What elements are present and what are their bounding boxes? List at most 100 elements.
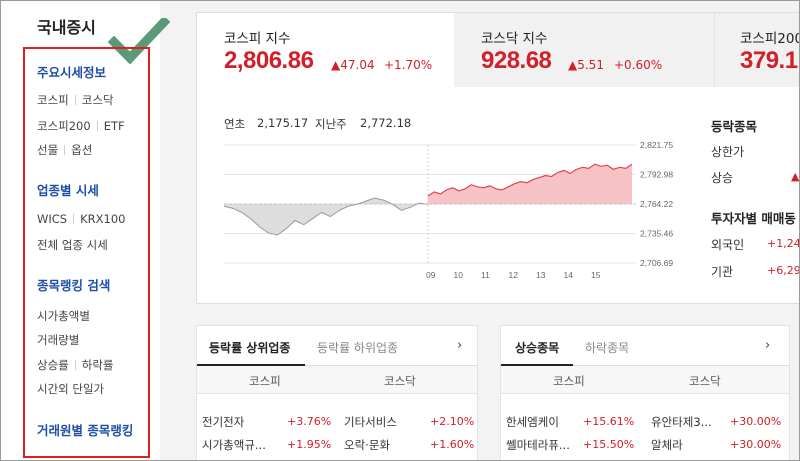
y-tick-label: 2,764.22: [640, 199, 673, 209]
sidebar-row: 상승률 하락률: [37, 357, 114, 373]
sidebar-link-volume[interactable]: 거래량별: [37, 333, 80, 347]
sidebar-link-wics[interactable]: WICS: [37, 212, 68, 226]
investor-value: +1,244: [767, 237, 800, 250]
sidebar-group-sector[interactable]: 업종별 시세: [37, 183, 99, 198]
index-value: 2,806.86: [224, 47, 314, 74]
table-header: 코스피 코스닥: [501, 366, 789, 394]
x-tick-label: 11: [481, 270, 490, 280]
pre-open-area: [224, 198, 428, 235]
sidebar-row: 코스피200 ETF: [37, 118, 125, 134]
cell-pct: +30.00%: [730, 415, 782, 428]
x-tick-label: 09: [426, 270, 436, 280]
cell-pct: +2.10%: [430, 415, 475, 428]
index-value: 379.1: [740, 47, 798, 74]
advance-decline-title: 등락종목: [711, 119, 758, 134]
x-tick-label: 10: [454, 270, 464, 280]
tab-falling-stocks[interactable]: 하락종목: [585, 341, 630, 355]
tab-rising-stocks[interactable]: 상승종목: [515, 341, 560, 355]
sidebar-link-market-cap[interactable]: 시가총액별: [37, 309, 90, 323]
cell-pct: +15.61%: [583, 415, 635, 428]
sidebar-row: 시가총액별: [37, 308, 90, 324]
index-change: ▲5.51: [568, 58, 604, 72]
index-tab-kospi[interactable]: 코스피 지수 2,806.86 ▲47.04 +1.70%: [197, 13, 454, 87]
index-tab-kospi200[interactable]: 코스피200 379.1: [714, 13, 800, 87]
x-tick-label: 14: [564, 270, 574, 280]
sidebar-title: 국내증시: [37, 18, 96, 37]
index-panel: 코스피 지수 2,806.86 ▲47.04 +1.70% 코스닥 지수 928…: [196, 12, 800, 304]
cell-pct: +1.60%: [430, 438, 475, 451]
tab-underline: [197, 364, 305, 366]
sector-rank-panel: 등락률 상위업종 등락률 하위업종 › 코스피 코스닥 전기전자 +3.76% …: [196, 325, 478, 461]
cell-name[interactable]: 한세엠케이: [506, 415, 559, 429]
stat-prev-value: 2,772.18: [360, 116, 412, 130]
index-tab-kosdaq[interactable]: 코스닥 지수 928.68 ▲5.51 +0.60%: [454, 13, 714, 87]
stock-rank-panel: 상승종목 하락종목 › 코스피 코스닥 한세엠케이 +15.61% 유안타제3.…: [500, 325, 790, 461]
investor-value: +6,297: [767, 264, 800, 277]
chevron-right-icon[interactable]: ›: [457, 338, 463, 353]
tab-bottom-sectors[interactable]: 등락률 하위업종: [317, 341, 399, 355]
sidebar-link-etf[interactable]: ETF: [103, 119, 125, 133]
tab-top-sectors[interactable]: 등락률 상위업종: [209, 341, 291, 355]
cell-pct: +15.50%: [583, 438, 635, 451]
advance-decline-label: 상승: [711, 171, 734, 185]
cell-pct: +3.76%: [287, 415, 332, 428]
col-kospi: 코스피: [249, 374, 281, 388]
y-tick-label: 2,735.46: [640, 228, 673, 238]
sidebar-link-kospi[interactable]: 코스피: [37, 93, 69, 107]
sidebar: 국내증시 주요시세정보 코스피 코스닥 코스피200 ETF 선물 옵션 업종별…: [0, 0, 170, 461]
advance-decline-label: 상한가: [711, 145, 745, 159]
investor-label: 외국인: [711, 238, 745, 252]
sidebar-group-broker-ranking[interactable]: 거래원별 종목랭킹: [37, 423, 134, 438]
sidebar-row: 코스피 코스닥: [37, 92, 114, 108]
tab-bar: 등락률 상위업종 등락률 하위업종 ›: [197, 326, 477, 366]
y-tick-label: 2,792.98: [640, 170, 673, 180]
cell-name[interactable]: 시가총액규...: [202, 438, 266, 452]
sidebar-group-ranking[interactable]: 종목랭킹 검색: [37, 278, 111, 293]
stat-prev-label: 지난주: [315, 117, 347, 131]
tab-bar: 상승종목 하락종목 ›: [501, 326, 789, 366]
cell-name[interactable]: 쎌마테라퓨...: [506, 438, 570, 452]
sidebar-link-futures[interactable]: 선물: [37, 143, 59, 157]
x-tick-label: 13: [536, 270, 546, 280]
y-tick-label: 2,706.69: [640, 258, 673, 268]
sidebar-row: 선물 옵션: [37, 142, 92, 158]
x-tick-label: 15: [591, 270, 601, 280]
sidebar-link-all-sectors[interactable]: 전체 업종 시세: [37, 238, 108, 252]
index-name: 코스피 지수: [224, 31, 291, 47]
sidebar-link-kosdaq[interactable]: 코스닥: [81, 93, 114, 107]
cell-name[interactable]: 오락·문화: [344, 438, 390, 452]
tab-underline: [501, 364, 573, 366]
investor-label: 기관: [711, 265, 734, 279]
cell-name[interactable]: 전기전자: [202, 415, 245, 429]
cell-name[interactable]: 유안타제3...: [651, 415, 712, 429]
session-line: [427, 163, 633, 197]
index-pct: +0.60%: [614, 58, 663, 72]
sidebar-link-kospi200[interactable]: 코스피200: [37, 119, 91, 133]
cell-name[interactable]: 알체라: [651, 438, 683, 452]
sidebar-group-main-quotes[interactable]: 주요시세정보: [37, 65, 107, 80]
cell-name[interactable]: 기타서비스: [344, 415, 397, 429]
highlight-box: [23, 47, 150, 458]
index-change: ▲47.04: [331, 58, 375, 72]
sidebar-row: 전체 업종 시세: [37, 237, 108, 253]
sidebar-link-after-hours[interactable]: 시간외 단일가: [37, 382, 105, 396]
x-tick-label: 12: [509, 270, 519, 280]
sidebar-row: 시간외 단일가: [37, 381, 104, 397]
col-kosdaq: 코스닥: [689, 374, 721, 388]
advance-decline-value: ▲3: [791, 170, 800, 183]
pre-open-line: [224, 197, 429, 236]
chevron-right-icon[interactable]: ›: [765, 338, 771, 353]
index-pct: +1.70%: [384, 58, 433, 72]
sidebar-link-losers[interactable]: 하락률: [81, 358, 114, 372]
y-tick-label: 2,821.75: [640, 140, 673, 150]
cell-pct: +1.95%: [287, 438, 332, 451]
cell-pct: +30.00%: [730, 438, 782, 451]
stat-low-value: 2,175.17: [257, 116, 309, 130]
col-kosdaq: 코스닥: [384, 374, 416, 388]
sidebar-link-krx100[interactable]: KRX100: [80, 212, 126, 226]
sidebar-row: WICS KRX100: [37, 212, 125, 226]
investor-title: 투자자별 매매동: [711, 211, 796, 226]
sidebar-link-options[interactable]: 옵션: [71, 143, 93, 157]
sidebar-link-gainers[interactable]: 상승률: [37, 358, 69, 372]
index-name: 코스피200: [740, 31, 800, 47]
